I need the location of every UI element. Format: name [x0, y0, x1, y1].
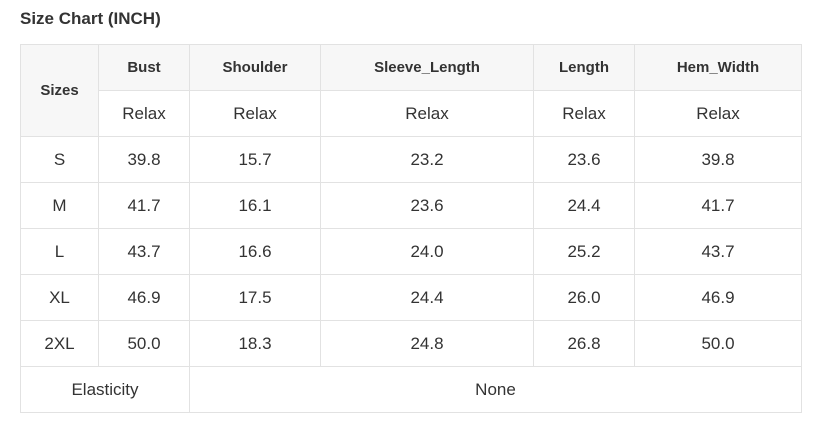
size-cell: M — [20, 182, 99, 229]
value-cell: 26.0 — [533, 274, 635, 321]
size-cell: S — [20, 136, 99, 183]
value-cell: 26.8 — [533, 320, 635, 367]
value-cell: 16.6 — [189, 228, 321, 275]
value-cell: 23.6 — [320, 182, 534, 229]
value-cell: 16.1 — [189, 182, 321, 229]
header-row: Sizes Bust Shoulder Sleeve_Length Length… — [20, 44, 802, 137]
value-cell: 23.6 — [533, 136, 635, 183]
fit-row: Relax Relax Relax Relax Relax — [21, 90, 802, 137]
size-cell: XL — [20, 274, 99, 321]
value-cell: 24.8 — [320, 320, 534, 367]
fit-cell: Relax — [189, 90, 321, 137]
value-cell: 25.2 — [533, 228, 635, 275]
value-cell: 24.4 — [320, 274, 534, 321]
value-cell: 24.0 — [320, 228, 534, 275]
value-cell: 39.8 — [634, 136, 802, 183]
value-cell: 50.0 — [634, 320, 802, 367]
table-row: XL 46.9 17.5 24.4 26.0 46.9 — [20, 274, 802, 321]
value-cell: 39.8 — [98, 136, 190, 183]
value-cell: 24.4 — [533, 182, 635, 229]
elasticity-value: None — [189, 366, 802, 413]
value-cell: 50.0 — [98, 320, 190, 367]
column-header: Hem_Width — [634, 44, 802, 91]
table-row: S 39.8 15.7 23.2 23.6 39.8 — [20, 136, 802, 183]
table-row: 2XL 50.0 18.3 24.8 26.8 50.0 — [20, 320, 802, 367]
column-header: Sleeve_Length — [320, 44, 534, 91]
fit-cell: Relax — [533, 90, 635, 137]
value-cell: 46.9 — [98, 274, 190, 321]
value-cell: 46.9 — [634, 274, 802, 321]
sizes-header: Sizes — [20, 44, 99, 137]
size-cell: 2XL — [20, 320, 99, 367]
size-cell: L — [20, 228, 99, 275]
table-row: L 43.7 16.6 24.0 25.2 43.7 — [20, 228, 802, 275]
fit-cell: Relax — [634, 90, 802, 137]
elasticity-row: Elasticity None — [20, 366, 802, 413]
value-cell: 43.7 — [634, 228, 802, 275]
value-cell: 23.2 — [320, 136, 534, 183]
value-cell: 41.7 — [98, 182, 190, 229]
value-cell: 17.5 — [189, 274, 321, 321]
fit-cell: Relax — [320, 90, 534, 137]
table-row: M 41.7 16.1 23.6 24.4 41.7 — [20, 182, 802, 229]
value-cell: 18.3 — [189, 320, 321, 367]
value-cell: 41.7 — [634, 182, 802, 229]
column-header: Shoulder — [189, 44, 321, 91]
page-title: Size Chart (INCH) — [20, 9, 161, 28]
column-header: Length — [533, 44, 635, 91]
elasticity-label: Elasticity — [20, 366, 190, 413]
fit-cell: Relax — [98, 90, 190, 137]
value-cell: 43.7 — [98, 228, 190, 275]
value-cell: 15.7 — [189, 136, 321, 183]
column-header: Bust — [98, 44, 190, 91]
size-chart-table: Sizes Bust Shoulder Sleeve_Length Length… — [20, 44, 802, 413]
